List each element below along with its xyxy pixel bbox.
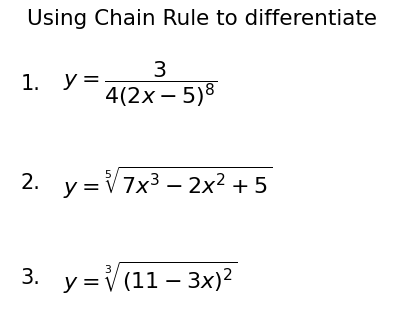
Text: $y = \dfrac{3}{4(2x-5)^{8}}$: $y = \dfrac{3}{4(2x-5)^{8}}$: [63, 59, 217, 108]
Text: $y = \sqrt[5]{7x^3 - 2x^2 + 5}$: $y = \sqrt[5]{7x^3 - 2x^2 + 5}$: [63, 165, 272, 201]
Text: 2.: 2.: [20, 173, 40, 193]
Text: 3.: 3.: [20, 268, 40, 288]
Text: $y = \sqrt[3]{(11-3x)^2}$: $y = \sqrt[3]{(11-3x)^2}$: [63, 260, 238, 296]
Text: 1.: 1.: [20, 74, 40, 94]
Text: Using Chain Rule to differentiate: Using Chain Rule to differentiate: [27, 9, 377, 29]
